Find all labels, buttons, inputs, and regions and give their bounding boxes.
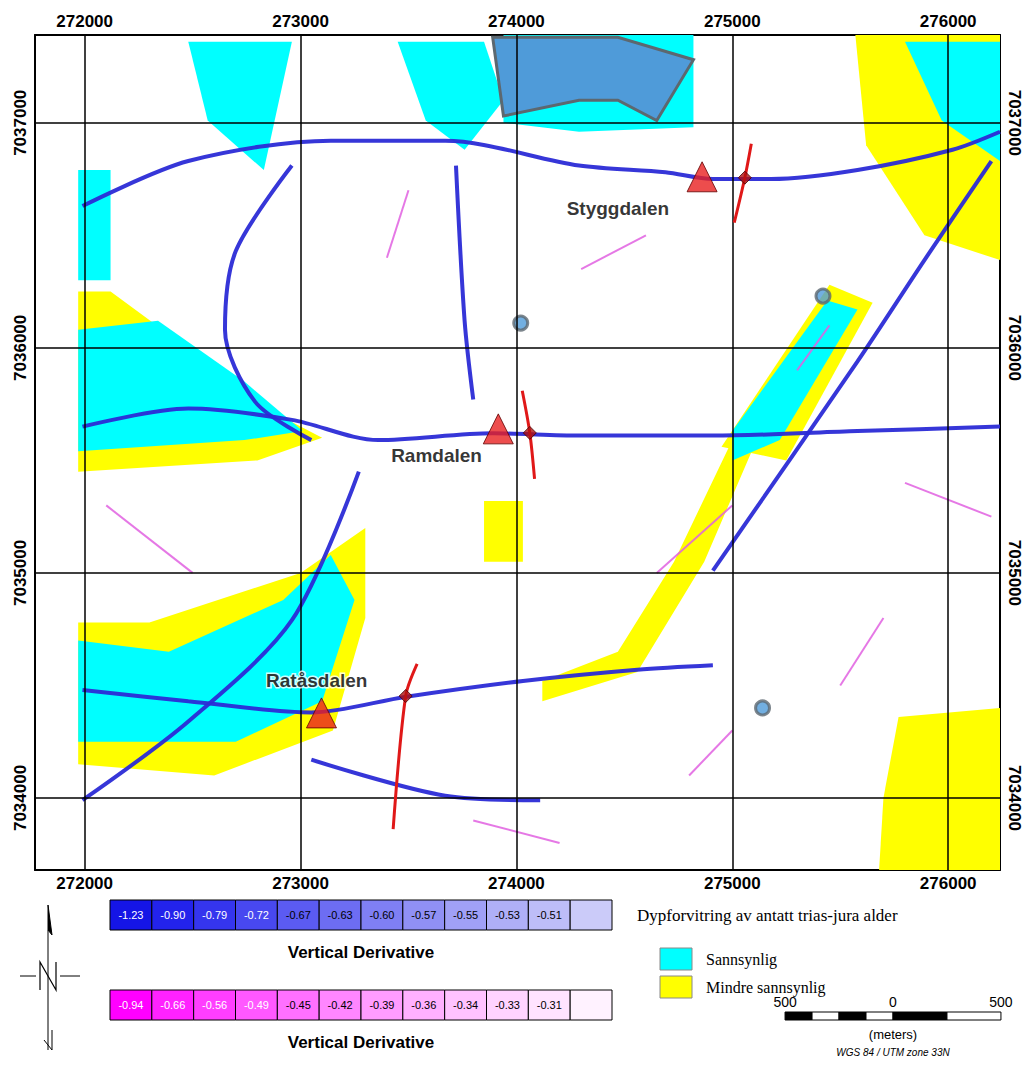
svg-text:-0.56: -0.56 <box>202 999 227 1011</box>
svg-text:500: 500 <box>989 994 1013 1010</box>
svg-text:-0.51: -0.51 <box>537 909 562 921</box>
svg-text:7035000: 7035000 <box>11 540 30 606</box>
svg-text:-0.66: -0.66 <box>160 999 185 1011</box>
svg-text:0: 0 <box>889 994 897 1010</box>
svg-text:Styggdalen: Styggdalen <box>567 198 669 219</box>
svg-text:273000: 273000 <box>272 12 329 31</box>
svg-text:Ramdalen: Ramdalen <box>391 445 482 466</box>
svg-text:-0.94: -0.94 <box>118 999 143 1011</box>
svg-text:275000: 275000 <box>704 12 761 31</box>
svg-text:7034000: 7034000 <box>11 765 30 831</box>
svg-text:-0.79: -0.79 <box>202 909 227 921</box>
svg-text:500: 500 <box>773 994 797 1010</box>
svg-text:-0.55: -0.55 <box>453 909 478 921</box>
svg-text:-0.53: -0.53 <box>495 909 520 921</box>
svg-text:272000: 272000 <box>56 874 113 893</box>
svg-text:7035000: 7035000 <box>1005 540 1024 606</box>
svg-text:Vertical Derivative: Vertical Derivative <box>288 1033 434 1052</box>
svg-text:-0.45: -0.45 <box>286 999 311 1011</box>
svg-text:(meters): (meters) <box>869 1027 917 1042</box>
svg-text:273000: 273000 <box>272 874 329 893</box>
svg-text:-0.36: -0.36 <box>411 999 436 1011</box>
svg-text:-0.42: -0.42 <box>328 999 353 1011</box>
svg-text:-0.57: -0.57 <box>411 909 436 921</box>
svg-text:7037000: 7037000 <box>1005 90 1024 156</box>
svg-text:7036000: 7036000 <box>1005 315 1024 381</box>
svg-text:7034000: 7034000 <box>1005 765 1024 831</box>
svg-text:-0.31: -0.31 <box>537 999 562 1011</box>
svg-text:-0.72: -0.72 <box>244 909 269 921</box>
svg-text:Mindre sannsynlig: Mindre sannsynlig <box>706 979 826 997</box>
svg-text:275000: 275000 <box>704 874 761 893</box>
svg-text:-0.60: -0.60 <box>369 909 394 921</box>
svg-text:-0.33: -0.33 <box>495 999 520 1011</box>
svg-text:274000: 274000 <box>488 12 545 31</box>
svg-text:Dypforvitring av antatt trias-: Dypforvitring av antatt trias-jura alder <box>637 906 898 925</box>
svg-text:-1.23: -1.23 <box>118 909 143 921</box>
svg-text:-0.39: -0.39 <box>369 999 394 1011</box>
svg-text:Sannsynlig: Sannsynlig <box>706 951 777 969</box>
svg-text:-0.63: -0.63 <box>328 909 353 921</box>
svg-text:276000: 276000 <box>920 12 977 31</box>
svg-text:272000: 272000 <box>56 12 113 31</box>
svg-text:Vertical Derivative: Vertical Derivative <box>288 943 434 962</box>
svg-text:7036000: 7036000 <box>11 315 30 381</box>
svg-text:Ratåsdalen: Ratåsdalen <box>266 670 367 691</box>
svg-text:276000: 276000 <box>920 874 977 893</box>
svg-text:-0.90: -0.90 <box>160 909 185 921</box>
svg-text:-0.34: -0.34 <box>453 999 478 1011</box>
svg-text:274000: 274000 <box>488 874 545 893</box>
svg-text:7037000: 7037000 <box>11 90 30 156</box>
svg-text:-0.49: -0.49 <box>244 999 269 1011</box>
svg-text:-0.67: -0.67 <box>286 909 311 921</box>
svg-text:WGS 84 / UTM zone 33N: WGS 84 / UTM zone 33N <box>836 1047 950 1058</box>
